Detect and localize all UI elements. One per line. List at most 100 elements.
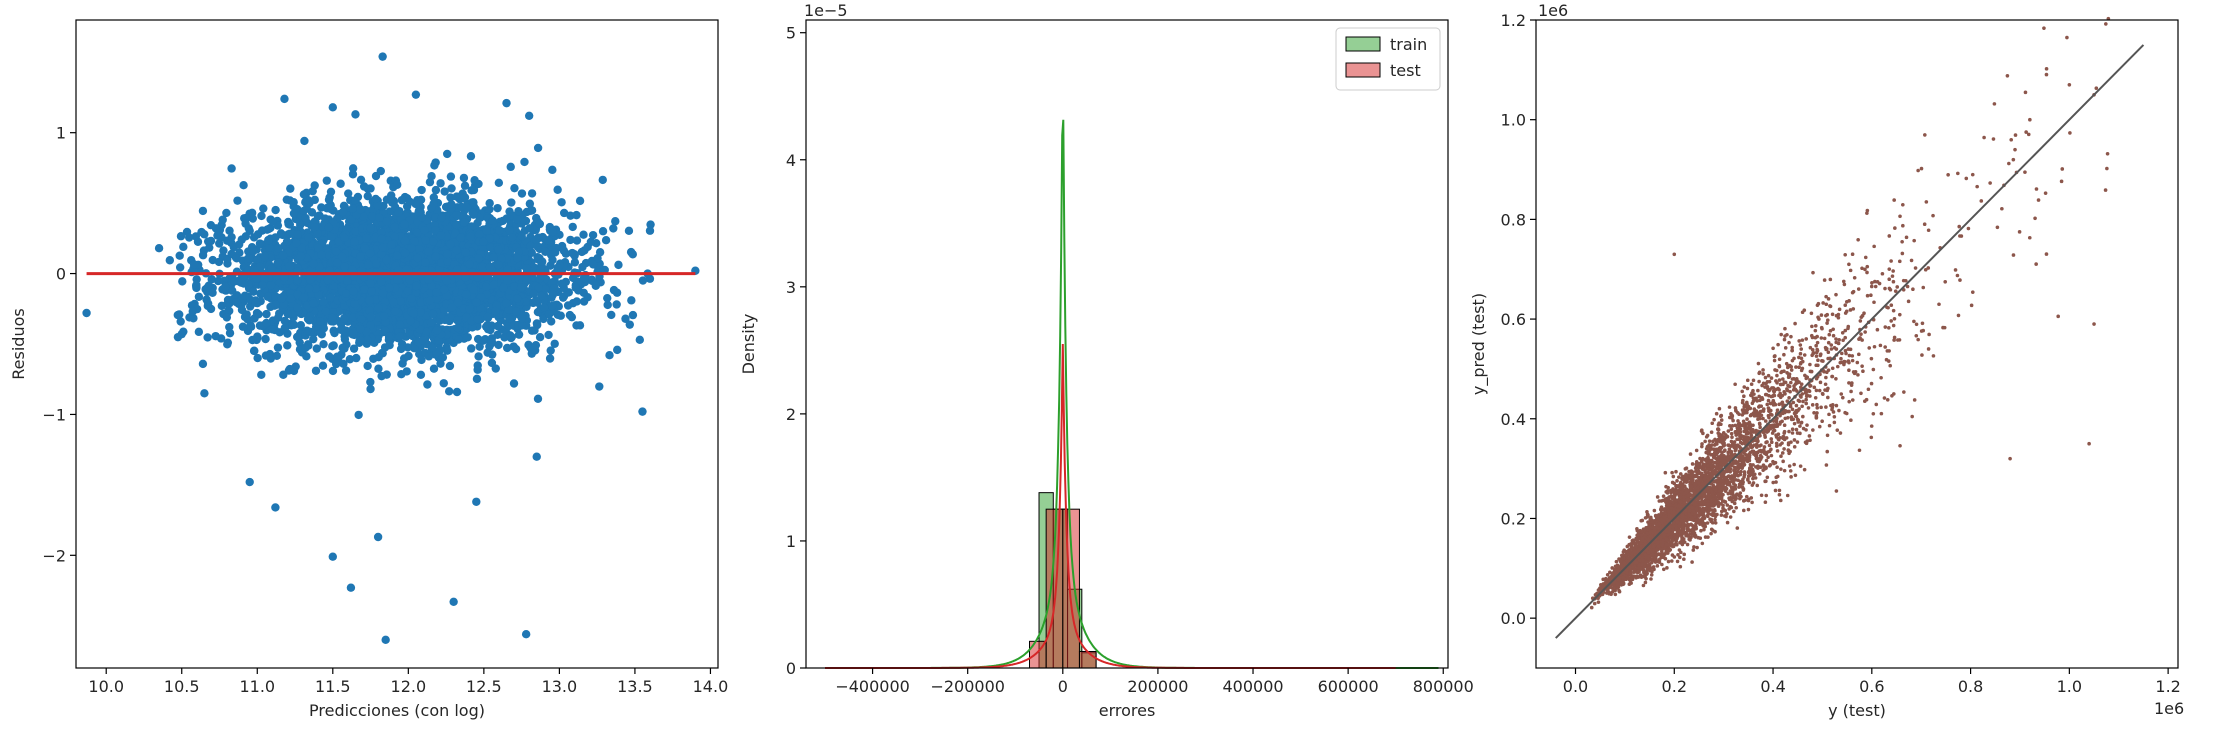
residual-point [400, 236, 410, 246]
residual-point [222, 313, 232, 322]
legend-swatch-train [1345, 36, 1381, 52]
residual-point [393, 180, 402, 189]
residual-outlier-point [154, 244, 164, 253]
residual-point [188, 307, 197, 316]
residual-point [533, 394, 543, 403]
residual-point [324, 352, 334, 361]
residual-point [340, 262, 350, 271]
residual-point [338, 207, 348, 217]
residual-point [349, 287, 358, 296]
prediction-point [1719, 418, 1724, 422]
residual-point [453, 316, 462, 325]
residual-point [529, 289, 538, 298]
y-tick-label: 1 [56, 124, 66, 143]
residual-point [550, 339, 559, 348]
residual-point [447, 303, 457, 312]
residual-point [402, 367, 411, 376]
residual-point [225, 226, 234, 235]
residual-point [532, 235, 541, 245]
residual-point [429, 193, 439, 202]
residual-outlier-point [82, 308, 91, 318]
residual-point [393, 251, 402, 260]
prediction-point [1859, 332, 1863, 336]
residual-point [393, 275, 402, 284]
residual-point [460, 193, 470, 202]
residual-point [376, 277, 386, 287]
residual-point [605, 350, 614, 360]
residual-point [638, 276, 648, 285]
residual-point [237, 235, 246, 244]
residual-point [446, 239, 455, 249]
residual-point [387, 240, 396, 249]
residual-point [517, 189, 527, 198]
residual-point [443, 346, 452, 355]
residual-point [233, 277, 243, 286]
residual-point [422, 327, 431, 337]
prediction-point [1859, 391, 1863, 396]
residual-point [246, 322, 256, 331]
residual-outlier-point [449, 597, 458, 606]
y-tick-label: −1 [42, 405, 66, 424]
residuals-scatter-plot: 10.0 10.5 11.0 11.5 12.0 12.5 13.0 13.5 14.0−2−1… [9, 19, 728, 720]
residual-point [324, 223, 333, 232]
residual-point [359, 182, 369, 191]
prediction-point [1675, 479, 1679, 483]
residual-point [474, 254, 483, 263]
residual-point [578, 262, 587, 272]
prediction-point [1916, 168, 1920, 173]
residual-point [628, 310, 638, 320]
residual-point [479, 237, 488, 247]
residual-point [513, 253, 522, 263]
residual-point [175, 263, 185, 272]
residual-point [374, 303, 383, 313]
residual-point [321, 307, 331, 316]
residual-point [334, 307, 344, 316]
residual-point [614, 260, 623, 270]
residual-outlier-point [472, 497, 481, 506]
residual-point [517, 232, 526, 241]
residual-point [359, 212, 368, 221]
residual-point [566, 235, 575, 245]
residual-point [293, 230, 303, 239]
residual-point [340, 233, 349, 243]
x-tick-label: 13.5 [617, 677, 653, 696]
residual-point [352, 353, 361, 363]
residual-point [505, 207, 514, 216]
residual-point [219, 246, 228, 255]
residual-point [366, 312, 376, 322]
prediction-point [1898, 443, 1902, 448]
residual-point [424, 247, 433, 256]
residual-point [413, 253, 422, 263]
residual-point [432, 326, 442, 335]
residual-point [194, 292, 204, 301]
residual-outlier-point [378, 52, 387, 61]
residual-point [317, 250, 326, 260]
residual-point [289, 320, 299, 330]
residual-point [310, 223, 319, 232]
residual-point [570, 258, 580, 267]
residual-point [289, 209, 299, 218]
residual-point [283, 341, 292, 350]
residual-point [463, 333, 472, 342]
residual-point [302, 352, 311, 361]
residual-point [340, 335, 350, 344]
residual-point [452, 220, 461, 230]
residual-point [522, 275, 531, 285]
residual-point [316, 317, 325, 326]
residual-point [356, 175, 366, 185]
y-tick-label: 0 [786, 659, 796, 678]
residual-point [193, 237, 203, 246]
residual-point [350, 299, 359, 308]
residual-point [406, 316, 415, 326]
residual-point [432, 288, 441, 297]
residual-point [485, 198, 494, 208]
residual-point [368, 212, 377, 221]
residual-point [224, 306, 233, 315]
prediction-point [1782, 352, 1786, 357]
residual-point [365, 296, 374, 305]
residual-point [475, 342, 484, 351]
residual-point [548, 290, 558, 299]
prediction-point [1867, 346, 1872, 350]
prediction-point [1970, 172, 1975, 177]
residual-point [349, 344, 359, 353]
